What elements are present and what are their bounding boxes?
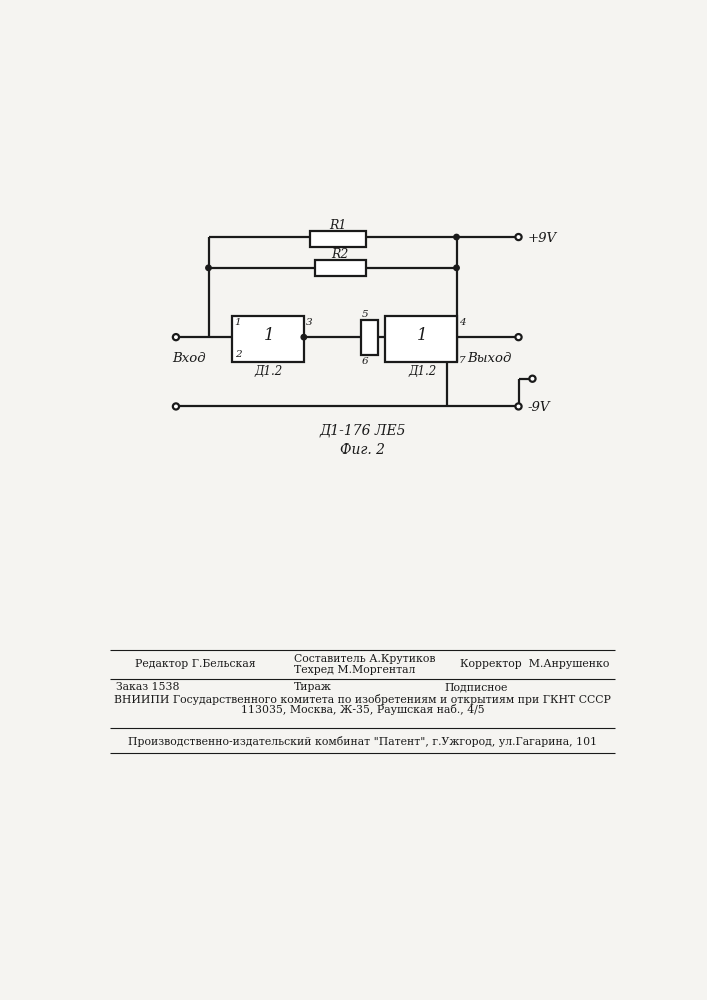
Text: -9V: -9V xyxy=(528,401,550,414)
Text: Тираж: Тираж xyxy=(293,682,332,692)
Text: R1: R1 xyxy=(329,219,346,232)
Text: 4: 4 xyxy=(459,318,465,327)
Circle shape xyxy=(515,234,522,240)
Text: 6: 6 xyxy=(362,357,368,366)
Text: Д1.2: Д1.2 xyxy=(408,365,436,378)
Text: Фиг. 2: Фиг. 2 xyxy=(340,443,385,457)
Circle shape xyxy=(206,265,211,271)
Text: Техред М.Моргентал: Техред М.Моргентал xyxy=(293,665,415,675)
Bar xyxy=(315,260,366,276)
Bar xyxy=(385,316,457,362)
Circle shape xyxy=(173,403,179,410)
Text: 2: 2 xyxy=(235,350,241,359)
Text: Выход: Выход xyxy=(467,352,512,365)
Text: +9V: +9V xyxy=(528,232,557,245)
Text: 1: 1 xyxy=(235,318,241,327)
Bar xyxy=(232,316,304,362)
Text: 5: 5 xyxy=(362,310,368,319)
Text: Корректор  М.Анрушенко: Корректор М.Анрушенко xyxy=(460,659,609,669)
Text: Д1.2: Д1.2 xyxy=(255,365,283,378)
Circle shape xyxy=(173,334,179,340)
Text: 113035, Москва, Ж-35, Раушская наб., 4/5: 113035, Москва, Ж-35, Раушская наб., 4/5 xyxy=(241,704,484,715)
Bar xyxy=(361,320,378,355)
Text: 1: 1 xyxy=(417,327,428,344)
Text: R2: R2 xyxy=(332,248,349,261)
Text: Д1-176 ЛЕ5: Д1-176 ЛЕ5 xyxy=(320,423,406,437)
Text: 1: 1 xyxy=(264,327,274,344)
Text: Редактор Г.Бельская: Редактор Г.Бельская xyxy=(135,659,255,669)
Text: 7: 7 xyxy=(459,356,465,365)
Text: Вход: Вход xyxy=(172,352,206,365)
Circle shape xyxy=(454,265,460,271)
Text: 3: 3 xyxy=(306,318,312,327)
Circle shape xyxy=(454,234,460,240)
Text: Производственно-издательский комбинат "Патент", г.Ужгород, ул.Гагарина, 101: Производственно-издательский комбинат "П… xyxy=(128,736,597,747)
Text: Подписное: Подписное xyxy=(445,682,508,692)
Circle shape xyxy=(301,334,307,340)
Circle shape xyxy=(515,334,522,340)
Text: Составитель А.Крутиков: Составитель А.Крутиков xyxy=(293,654,436,664)
Text: Заказ 1538: Заказ 1538 xyxy=(115,682,179,692)
Bar xyxy=(310,231,366,247)
Circle shape xyxy=(530,376,535,382)
Text: ВНИИПИ Государственного комитета по изобретениям и открытиям при ГКНТ СССР: ВНИИПИ Государственного комитета по изоб… xyxy=(115,694,611,705)
Circle shape xyxy=(515,403,522,410)
